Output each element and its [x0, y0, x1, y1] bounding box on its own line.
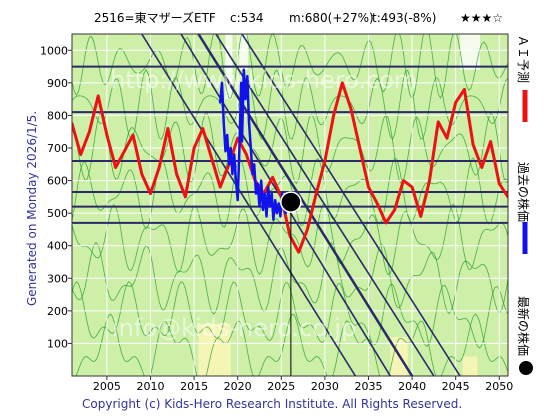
plot-area: http://www.kids-hero.com info@kids-hero.… [72, 34, 508, 376]
latest-price-marker [280, 191, 302, 213]
channel-line [241, 34, 461, 376]
background-band [239, 34, 249, 70]
generated-date: Generated on Monday 2026/1/5. [25, 111, 39, 306]
plot-frame [71, 33, 509, 377]
grid-lines [72, 34, 508, 376]
background-band [460, 34, 481, 70]
x-tick-label: 2040 [398, 380, 426, 393]
y-tick-label: 400 [47, 240, 68, 253]
y-tick-label: 900 [47, 77, 68, 90]
y-tick-label: 300 [47, 272, 68, 285]
cycle-line [72, 112, 508, 185]
y-axis-ticks: 100 200 300 400 500 600 700 800 900 1000 [40, 44, 72, 350]
x-tick-label: 2020 [224, 380, 252, 393]
background-band [462, 356, 478, 376]
x-tick-label: 2005 [93, 380, 121, 393]
x-tick-label: 2030 [311, 380, 339, 393]
y-tick-label: 200 [47, 305, 68, 318]
y-tick-label: 1000 [40, 44, 68, 57]
cycle-line [72, 281, 508, 349]
y-tick-label: 600 [47, 175, 68, 188]
series-past-price-line [218, 68, 291, 221]
x-tick-label: 2045 [442, 380, 470, 393]
x-tick-label: 2015 [180, 380, 208, 393]
legend-latest-price-marker [519, 361, 533, 375]
latest-layer [280, 191, 302, 376]
y-tick-label: 800 [47, 109, 68, 122]
chart-header: 2516=東マザーズETF c:534 m:680(+27%) t:493(-8… [94, 10, 503, 25]
series-ai-forecast-line [72, 81, 508, 254]
y-tick-label: 500 [47, 207, 68, 220]
header-current-price: c:534 [230, 11, 264, 25]
header-code-name: 2516=東マザーズETF [94, 10, 216, 25]
y-tick-label: 700 [47, 142, 68, 155]
x-tick-label: 2025 [267, 380, 295, 393]
x-tick-label: 2010 [136, 380, 164, 393]
y-tick-label: 100 [47, 337, 68, 350]
background-band [198, 323, 231, 376]
copyright-footer: Copyright (c) Kids-Hero Research Institu… [82, 397, 462, 411]
x-axis-ticks: 2005 2010 2015 2020 2025 2030 2035 2040 2045 2050 [93, 376, 513, 393]
channel-line [215, 34, 435, 376]
legend-latest-price-label: 最新の株価 [516, 296, 531, 356]
x-tick-label: 2050 [485, 380, 513, 393]
channel-line [197, 34, 414, 376]
channel-line [141, 34, 357, 376]
legend-ai-forecast-label: ＡＩ予測 [516, 35, 530, 83]
watermark-top: http://www.kids-hero.com [110, 66, 417, 94]
header-low-target: t:493(-8%) [372, 11, 436, 25]
cycle-line [75, 313, 508, 376]
watermark-bottom: info@kids-hero.co.jp [112, 314, 356, 342]
series-layer [72, 68, 508, 254]
legend: ＡＩ予測 過去の株価 最新の株価 [516, 35, 533, 375]
legend-past-price-label: 過去の株価 [516, 162, 531, 222]
header-mid-target: m:680(+27%) [289, 11, 374, 25]
header-star-rating: ★★★☆ [460, 11, 503, 25]
x-tick-label: 2035 [354, 380, 382, 393]
